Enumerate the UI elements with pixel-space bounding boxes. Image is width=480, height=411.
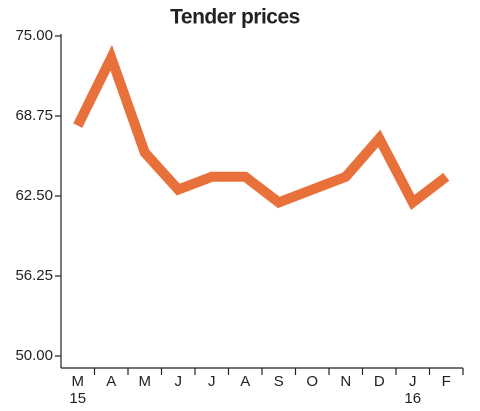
x-sublabel: 15 [69,390,86,407]
x-tick-label: A [106,373,116,390]
y-tick-label: 75.00 [15,27,53,44]
x-tick-label: D [374,373,385,390]
x-tick-label: O [306,373,318,390]
x-sublabel: 16 [404,390,421,407]
x-tick-label: M [72,373,85,390]
y-tick-label: 62.50 [15,187,53,204]
price-line [73,44,450,210]
y-tick-label: 50.00 [15,347,53,364]
x-tick-label: J [208,373,216,390]
y-tick-label: 68.75 [15,107,53,124]
x-tick-label: J [409,373,417,390]
y-tick-label: 56.25 [15,267,53,284]
x-tick-label: A [240,373,250,390]
x-tick-label: N [340,373,351,390]
chart-title: Tender prices [170,6,300,29]
x-tick-label: J [175,373,183,390]
x-tick-label: F [442,373,451,390]
x-tick-label: S [274,373,284,390]
x-tick-label: M [139,373,152,390]
